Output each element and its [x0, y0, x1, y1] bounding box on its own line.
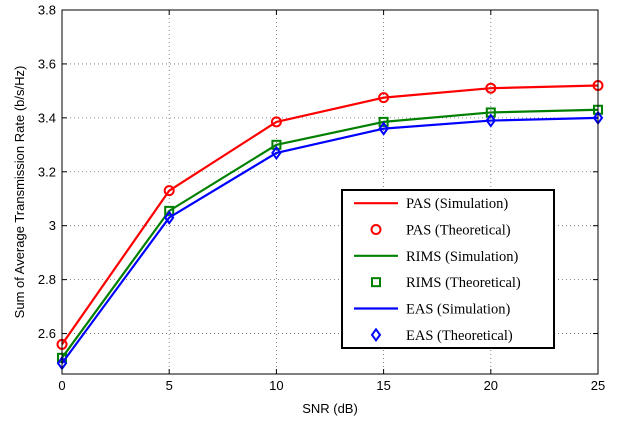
- legend-box: [341, 189, 555, 349]
- data-point-pas-theoretical: [270, 116, 282, 128]
- series-line-rims-simulation: [61, 108, 599, 359]
- x-tick-label: 20: [484, 378, 498, 393]
- legend-label-rims-theoretical: RIMS (Theoretical): [406, 275, 521, 291]
- legend-label-pas-simulation: PAS (Simulation): [406, 196, 508, 212]
- legend-label-pas-theoretical: PAS (Theoretical): [406, 223, 511, 239]
- data-point-rims-theoretical: [164, 205, 175, 216]
- x-tick-label: 5: [166, 378, 173, 393]
- y-axis-label: Sum of Average Transmission Rate (b/s/Hz…: [12, 66, 27, 319]
- y-tick-label: 3.8: [38, 3, 56, 18]
- tick-labels: 0 5 10 15 20 25 2.6 2.8 3 3.2 3.4 3.6 3.8: [38, 3, 605, 394]
- y-tick-label: 3.6: [38, 56, 56, 71]
- data-point-pas-theoretical: [485, 82, 497, 94]
- y-tick-label: 3.2: [38, 164, 56, 179]
- y-tick-label: 2.6: [38, 326, 56, 341]
- legend-swatch-eas-theoretical: [370, 327, 382, 343]
- data-point-eas-theoretical: [271, 145, 282, 161]
- data-point-eas-theoretical: [485, 113, 497, 128]
- legend-label-eas-simulation: EAS (Simulation): [406, 302, 510, 318]
- series-line-eas-simulation: [61, 116, 599, 364]
- legend-swatch-rims-theoretical: [371, 277, 381, 288]
- data-point-eas-theoretical: [378, 121, 389, 136]
- x-axis-label: SNR (dB): [302, 401, 358, 416]
- grid: [61, 9, 599, 374]
- series-line-pas-simulation: [61, 84, 599, 345]
- x-tick-label: 15: [376, 378, 390, 393]
- x-tick-label: 0: [58, 378, 65, 393]
- data-point-pas-theoretical: [378, 92, 390, 104]
- x-tick-label: 10: [269, 378, 283, 393]
- data-point-eas-theoretical: [163, 210, 175, 225]
- legend: PAS (Simulation) PAS (Theoretical) RIMS (S…: [341, 189, 555, 349]
- data-point-rims-theoretical: [378, 116, 389, 127]
- y-tick-label: 3: [49, 218, 56, 233]
- legend-swatch-pas-theoretical: [370, 224, 382, 235]
- y-tick-label: 2.8: [38, 272, 56, 287]
- legend-label-eas-theoretical: EAS (Theoretical): [406, 328, 513, 344]
- data-point-pas-theoretical: [163, 185, 175, 197]
- x-tick-label: 25: [591, 378, 605, 393]
- plot-frame: [61, 9, 599, 375]
- legend-label-rims-simulation: RIMS (Simulation): [406, 249, 519, 265]
- y-tick-label: 3.4: [38, 110, 56, 125]
